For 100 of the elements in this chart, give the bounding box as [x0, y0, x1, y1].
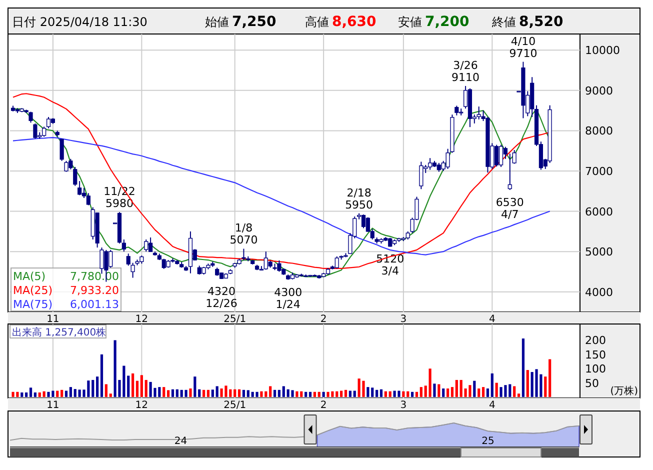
bar	[344, 390, 348, 397]
bar	[486, 388, 490, 397]
bar	[478, 388, 480, 397]
bar	[100, 354, 104, 397]
x-tick-label: 3	[400, 400, 407, 411]
bar	[490, 373, 494, 397]
bar	[60, 390, 64, 397]
bar	[234, 389, 236, 397]
bar	[388, 391, 392, 397]
annotation: 4300 1/24	[274, 286, 302, 311]
candlestick	[78, 180, 82, 196]
bar	[166, 390, 170, 397]
candlestick	[60, 138, 64, 162]
candlestick	[46, 116, 51, 129]
bar	[348, 390, 352, 397]
bar	[29, 388, 32, 397]
bar	[308, 392, 312, 397]
candlestick	[419, 161, 424, 190]
bar	[402, 391, 405, 397]
bar	[495, 382, 498, 397]
x-tick-label: 12	[135, 314, 148, 325]
chart-title: 日付 2025/04/18 11:30	[12, 15, 148, 29]
bar	[296, 391, 298, 397]
annotation: 5120 3/4	[376, 252, 404, 278]
bar	[132, 373, 134, 397]
bar	[202, 390, 206, 397]
candlestick	[73, 166, 78, 186]
x-tick-label: 11	[46, 314, 60, 325]
text: 安値 7,200	[398, 14, 470, 30]
bar	[406, 391, 410, 397]
bar	[20, 392, 24, 397]
bar	[380, 389, 383, 397]
y-tick-label: 5000	[585, 246, 613, 259]
x-tick-label: 25/1	[224, 400, 246, 411]
bar	[273, 390, 276, 397]
bar	[162, 387, 166, 397]
bar	[127, 376, 130, 397]
bar	[282, 386, 285, 397]
bar	[473, 380, 476, 397]
bar	[47, 392, 50, 397]
bar	[74, 389, 76, 397]
bar	[428, 368, 432, 397]
bar	[38, 392, 41, 397]
x-tick-label: 3	[400, 314, 407, 325]
bar	[362, 380, 365, 397]
candlestick	[512, 150, 516, 164]
x-tick-label: 24	[174, 436, 188, 447]
bar	[56, 390, 59, 397]
bar	[69, 387, 72, 397]
bar	[260, 391, 263, 397]
chart-title: 出来高 1,257,400株	[12, 326, 106, 338]
bar	[278, 390, 281, 397]
bar	[291, 390, 294, 397]
bar	[216, 386, 218, 397]
bar	[269, 386, 272, 397]
bar	[544, 376, 547, 397]
text: MA(75) 6,001.13	[13, 298, 119, 311]
bar	[318, 392, 320, 397]
bar	[176, 389, 178, 397]
text: MA(25) 7,933.20	[13, 284, 119, 297]
bar	[442, 388, 445, 397]
bar	[420, 387, 422, 397]
bar	[322, 392, 325, 397]
bar	[450, 387, 454, 397]
bar	[256, 392, 258, 397]
bar	[42, 391, 46, 397]
candlestick	[122, 238, 126, 252]
bar	[376, 390, 378, 397]
bar	[92, 380, 94, 397]
bar	[136, 380, 139, 397]
candlestick	[144, 238, 148, 252]
bar	[438, 384, 440, 397]
bar	[340, 390, 343, 397]
y-tick-label: 10000	[585, 44, 620, 58]
candlestick	[428, 158, 432, 170]
annotation: 4/10 9710	[509, 34, 538, 60]
bar	[104, 384, 108, 397]
y-tick-label: 200	[585, 334, 606, 348]
bar	[34, 392, 36, 397]
bar	[326, 392, 330, 397]
bar	[109, 394, 112, 397]
y-tick-label: 8000	[585, 124, 613, 138]
bar	[96, 376, 99, 397]
text: 終値 8,520	[491, 14, 564, 30]
bar	[482, 387, 485, 397]
bar	[455, 380, 458, 397]
candlestick	[498, 144, 504, 168]
candlestick	[454, 105, 459, 116]
bar	[526, 370, 529, 397]
bar	[206, 390, 210, 397]
y-tick-label: 9000	[585, 84, 613, 98]
bar	[242, 390, 246, 397]
annotation: 2/18 5950	[345, 186, 374, 212]
y-tick-label: 7000	[585, 164, 613, 178]
candlestick	[33, 122, 38, 140]
y-tick-label: 150	[585, 348, 606, 362]
candlestick	[86, 192, 90, 206]
bar	[411, 392, 414, 397]
bar	[398, 390, 400, 397]
bar	[313, 392, 316, 397]
